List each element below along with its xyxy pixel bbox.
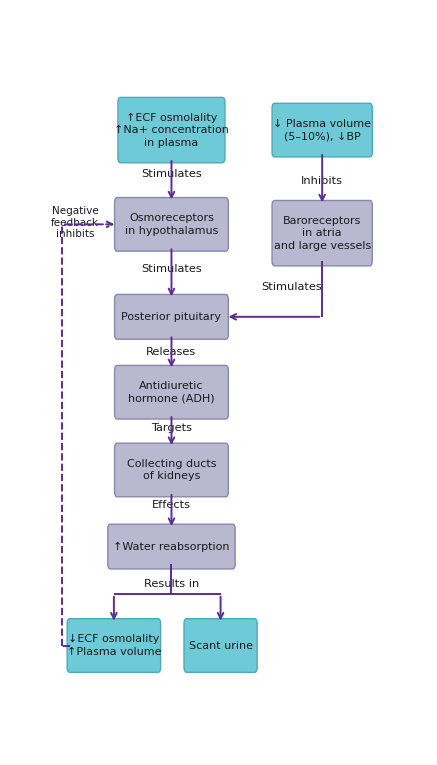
Text: Collecting ducts
of kidneys: Collecting ducts of kidneys xyxy=(127,459,216,481)
FancyBboxPatch shape xyxy=(114,197,229,251)
Text: ↓ECF osmolality
↑Plasma volume: ↓ECF osmolality ↑Plasma volume xyxy=(67,634,161,656)
FancyBboxPatch shape xyxy=(108,524,235,569)
Text: Inhibits: Inhibits xyxy=(301,177,343,187)
Text: Baroreceptors
in atria
and large vessels: Baroreceptors in atria and large vessels xyxy=(274,216,371,251)
Text: Releases: Releases xyxy=(146,347,197,357)
FancyBboxPatch shape xyxy=(114,443,229,496)
FancyBboxPatch shape xyxy=(118,97,225,163)
Text: ↓ Plasma volume
(5–10%), ↓BP: ↓ Plasma volume (5–10%), ↓BP xyxy=(273,119,371,142)
FancyBboxPatch shape xyxy=(114,366,229,419)
Text: Effects: Effects xyxy=(152,500,191,510)
Text: Results in: Results in xyxy=(144,578,199,588)
Text: Scant urine: Scant urine xyxy=(189,640,253,650)
Text: Stimulates: Stimulates xyxy=(261,282,322,292)
Text: ↑Water reabsorption: ↑Water reabsorption xyxy=(113,542,230,552)
FancyBboxPatch shape xyxy=(272,103,372,157)
Text: Osmoreceptors
in hypothalamus: Osmoreceptors in hypothalamus xyxy=(125,213,218,236)
FancyBboxPatch shape xyxy=(272,200,372,266)
Text: Stimulates: Stimulates xyxy=(141,263,202,274)
FancyBboxPatch shape xyxy=(67,619,161,672)
Text: Stimulates: Stimulates xyxy=(141,169,202,179)
FancyBboxPatch shape xyxy=(114,295,229,339)
Text: Antidiuretic
hormone (ADH): Antidiuretic hormone (ADH) xyxy=(128,381,215,403)
Text: Targets: Targets xyxy=(151,422,192,432)
Text: Posterior pituitary: Posterior pituitary xyxy=(121,312,222,322)
FancyBboxPatch shape xyxy=(184,619,257,672)
Text: ↑ECF osmolality
↑Na+ concentration
in plasma: ↑ECF osmolality ↑Na+ concentration in pl… xyxy=(114,112,229,148)
Text: Negative
feedback
inhibits: Negative feedback inhibits xyxy=(51,206,99,239)
